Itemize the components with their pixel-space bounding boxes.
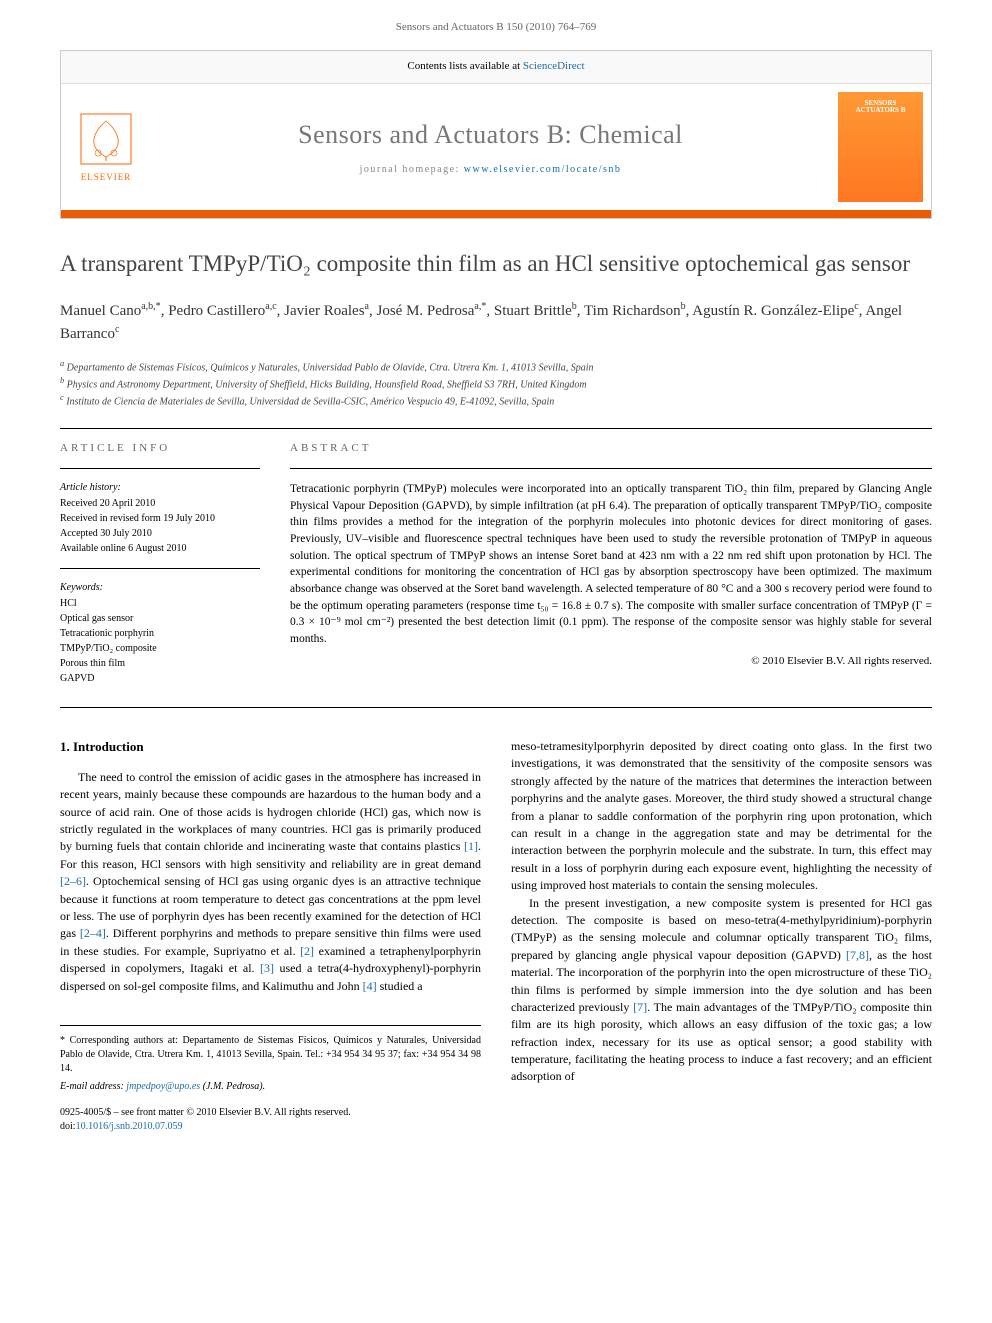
homepage-link[interactable]: www.elsevier.com/locate/snb <box>464 164 622 175</box>
abstract-divider <box>290 468 932 469</box>
reference-link[interactable]: [2–6] <box>60 874 86 888</box>
keyword-item: Porous thin film <box>60 657 260 671</box>
email-suffix: (J.M. Pedrosa). <box>200 1081 265 1092</box>
doi-block: 0925-4005/$ – see front matter © 2010 El… <box>60 1106 481 1134</box>
affiliation-b: b Physics and Astronomy Department, Univ… <box>60 375 932 392</box>
cover-text-2: ACTUATORS B <box>856 107 906 115</box>
email-line: E-mail address: jmpedpoy@upo.es (J.M. Pe… <box>60 1080 481 1095</box>
affiliation-a: a Departamento de Sistemas Físicos, Quím… <box>60 358 932 375</box>
corresponding-author-footer: * Corresponding authors at: Departamento… <box>60 1025 481 1095</box>
contents-prefix: Contents lists available at <box>407 60 522 72</box>
affiliations: a Departamento de Sistemas Físicos, Quím… <box>60 358 932 410</box>
left-column: 1. Introduction The need to control the … <box>60 738 481 1134</box>
keyword-item: Optical gas sensor <box>60 612 260 626</box>
reference-link[interactable]: [3] <box>260 961 274 975</box>
doi-link[interactable]: 10.1016/j.snb.2010.07.059 <box>76 1121 183 1132</box>
info-abstract-row: article info Article history: Received 2… <box>60 441 932 687</box>
abstract-heading: abstract <box>290 441 932 456</box>
contents-line: Contents lists available at ScienceDirec… <box>61 51 931 83</box>
keyword-item: TMPyP/TiO₂ composite <box>60 642 260 656</box>
elsevier-logo: ELSEVIER <box>61 99 151 194</box>
intro-paragraph-3: In the present investigation, a new comp… <box>511 895 932 1086</box>
intro-paragraph-2: meso-tetramesitylporphyrin deposited by … <box>511 738 932 895</box>
history-revised: Received in revised form 19 July 2010 <box>60 512 260 526</box>
keyword-item: HCl <box>60 597 260 611</box>
body-two-column: 1. Introduction The need to control the … <box>60 738 932 1134</box>
banner-main-row: ELSEVIER Sensors and Actuators B: Chemic… <box>61 84 931 210</box>
author-list: Manuel Canoa,b,*, Pedro Castilleroa,c, J… <box>60 299 932 346</box>
history-received: Received 20 April 2010 <box>60 497 260 511</box>
section-1-heading: 1. Introduction <box>60 738 481 757</box>
elsevier-tree-icon <box>76 109 136 169</box>
running-header: Sensors and Actuators B 150 (2010) 764–7… <box>60 20 932 35</box>
front-matter-line: 0925-4005/$ – see front matter © 2010 El… <box>60 1106 481 1120</box>
abstract-text: Tetracationic porphyrin (TMPyP) molecule… <box>290 481 932 648</box>
keyword-item: GAPVD <box>60 672 260 686</box>
info-divider-1 <box>60 468 260 469</box>
email-label: E-mail address: <box>60 1081 126 1092</box>
article-info-column: article info Article history: Received 2… <box>60 441 260 687</box>
homepage-prefix: journal homepage: <box>360 164 464 175</box>
reference-link[interactable]: [1] <box>464 839 478 853</box>
sciencedirect-link[interactable]: ScienceDirect <box>523 60 585 72</box>
history-accepted: Accepted 30 July 2010 <box>60 527 260 541</box>
history-online: Available online 6 August 2010 <box>60 542 260 556</box>
reference-link[interactable]: [2–4] <box>80 926 106 940</box>
reference-link[interactable]: [7,8] <box>846 948 869 962</box>
orange-accent-bar <box>61 210 931 218</box>
intro-paragraph-1: The need to control the emission of acid… <box>60 769 481 995</box>
banner-center: Sensors and Actuators B: Chemical journa… <box>151 102 830 192</box>
article-title: A transparent TMPyP/TiO₂ composite thin … <box>60 249 932 279</box>
corresponding-text: * Corresponding authors at: Departamento… <box>60 1034 481 1076</box>
keyword-item: Tetracationic porphyrin <box>60 627 260 641</box>
affiliation-c: c Instituto de Ciencia de Materiales de … <box>60 392 932 409</box>
reference-link[interactable]: [2] <box>300 944 314 958</box>
email-link[interactable]: jmpedpoy@upo.es <box>126 1081 200 1092</box>
doi-line: doi:10.1016/j.snb.2010.07.059 <box>60 1120 481 1134</box>
divider-top <box>60 428 932 429</box>
article-info-heading: article info <box>60 441 260 456</box>
divider-bottom <box>60 707 932 708</box>
journal-banner: Contents lists available at ScienceDirec… <box>60 50 932 218</box>
right-column: meso-tetramesitylporphyrin deposited by … <box>511 738 932 1134</box>
reference-link[interactable]: [4] <box>363 979 377 993</box>
journal-cover-thumbnail: SENSORS ACTUATORS B <box>838 92 923 202</box>
keywords-label: Keywords: <box>60 581 260 595</box>
elsevier-text: ELSEVIER <box>81 171 132 184</box>
reference-link[interactable]: [7] <box>633 1000 647 1014</box>
abstract-copyright: © 2010 Elsevier B.V. All rights reserved… <box>290 654 932 669</box>
history-label: Article history: <box>60 481 260 495</box>
info-divider-2 <box>60 568 260 569</box>
abstract-column: abstract Tetracationic porphyrin (TMPyP)… <box>290 441 932 687</box>
journal-homepage-line: journal homepage: www.elsevier.com/locat… <box>151 163 830 177</box>
keywords-list: HClOptical gas sensorTetracationic porph… <box>60 597 260 686</box>
journal-name: Sensors and Actuators B: Chemical <box>151 117 830 153</box>
